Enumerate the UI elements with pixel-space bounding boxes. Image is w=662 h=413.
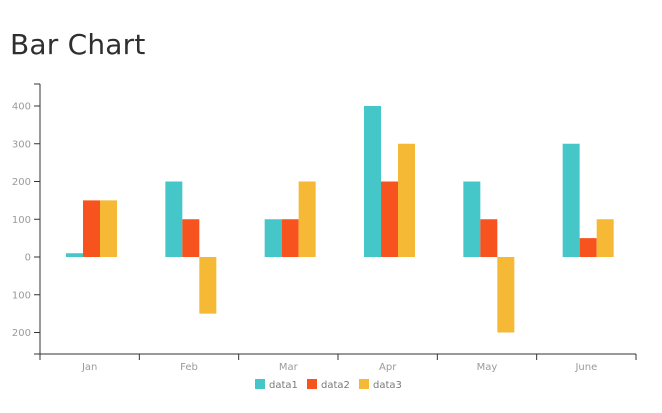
bar-data2-may xyxy=(480,219,498,257)
bar-data3-apr xyxy=(398,143,415,257)
bar-data1-mar xyxy=(264,219,282,257)
bar-data2-june xyxy=(579,238,597,257)
bar-data1-jan xyxy=(66,253,83,257)
y-tick-label: 200 xyxy=(12,177,31,188)
x-tick-label: Jan xyxy=(81,362,97,373)
legend-label-data3: data3 xyxy=(373,380,402,391)
legend-swatch-data2 xyxy=(307,379,317,389)
legend-label-data1: data1 xyxy=(269,380,298,391)
bar-data2-mar xyxy=(281,219,299,257)
bar-data1-june xyxy=(562,143,580,257)
bar-data1-may xyxy=(463,181,481,257)
legend: data1 data2 data3 xyxy=(255,379,402,391)
bars xyxy=(66,106,614,333)
bar-data3-may xyxy=(497,257,515,333)
bar-data1-apr xyxy=(364,106,381,257)
chart-title: Bar Chart xyxy=(10,28,146,61)
y-tick-label: 0 xyxy=(25,253,31,264)
x-tick-label: Mar xyxy=(279,362,299,373)
bar-data3-june xyxy=(596,219,614,257)
y-tick-label: 400 xyxy=(12,102,31,113)
bar-data3-mar xyxy=(298,181,316,257)
legend-swatch-data1 xyxy=(255,379,265,389)
y-tick-label: 200 xyxy=(12,328,31,339)
legend-swatch-data3 xyxy=(359,379,369,389)
bar-data2-jan xyxy=(83,200,100,257)
x-tick-label: Apr xyxy=(379,362,397,373)
bar-data2-feb xyxy=(182,219,200,257)
y-tick-label: 300 xyxy=(12,139,31,150)
axes: 400 300 200 100 0 100 200 Jan Feb Mar Apr May June xyxy=(12,83,637,373)
y-tick-label: 100 xyxy=(12,290,31,301)
x-tick-label: June xyxy=(574,362,597,373)
legend-label-data2: data2 xyxy=(321,380,350,391)
y-tick-label: 100 xyxy=(12,215,31,226)
bar-data3-feb xyxy=(199,257,217,314)
bar-data3-jan xyxy=(100,200,117,257)
x-tick-label: Feb xyxy=(180,362,198,373)
bar-data1-feb xyxy=(165,181,183,257)
x-tick-label: May xyxy=(477,362,498,373)
bar-data2-apr xyxy=(381,181,398,257)
